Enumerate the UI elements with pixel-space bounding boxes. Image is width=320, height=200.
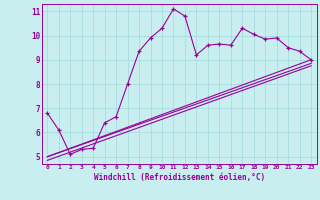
X-axis label: Windchill (Refroidissement éolien,°C): Windchill (Refroidissement éolien,°C) xyxy=(94,173,265,182)
